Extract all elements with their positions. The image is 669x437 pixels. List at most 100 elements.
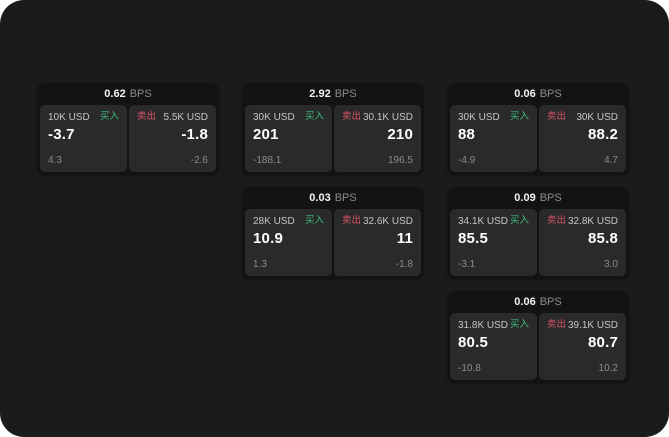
card-header: 0.62 BPS <box>37 83 219 105</box>
buy-panel-header: 28K USD 买入 <box>253 215 324 227</box>
sell-amount: 5.5K USD <box>163 112 208 123</box>
buy-amount: 31.8K USD <box>458 320 509 331</box>
card-body: 30K USD 买入 88 -4.9 卖出 30K USD 88.2 4.7 <box>447 105 629 175</box>
sell-side-label: 卖出 <box>342 215 362 227</box>
buy-amount: 28K USD <box>253 216 295 227</box>
quote-card: 0.62 BPS 10K USD 买入 -3.7 4.3 卖出 5.5K USD… <box>37 83 219 175</box>
sell-side-label: 卖出 <box>547 215 567 227</box>
sell-amount: 39.1K USD <box>567 320 618 331</box>
quote-cards-grid: 0.62 BPS 10K USD 买入 -3.7 4.3 卖出 5.5K USD… <box>37 83 629 383</box>
sell-price: -1.8 <box>181 126 208 143</box>
buy-quote-panel[interactable]: 30K USD 买入 88 -4.9 <box>450 105 537 172</box>
sell-price: 88.2 <box>588 126 618 143</box>
sell-side-label: 卖出 <box>137 111 157 123</box>
card-body: 30K USD 买入 201 -188.1 卖出 30.1K USD 210 1… <box>242 105 424 175</box>
sell-amount: 32.6K USD <box>362 216 413 227</box>
buy-amount: 34.1K USD <box>458 216 509 227</box>
buy-panel-header: 31.8K USD 买入 <box>458 319 529 331</box>
bps-value: 0.06 <box>514 87 536 100</box>
buy-side-label: 买入 <box>304 215 324 227</box>
bps-unit-label: BPS <box>539 87 562 100</box>
bps-value: 0.03 <box>309 191 331 204</box>
sell-side-label: 卖出 <box>547 319 567 331</box>
buy-amount: 30K USD <box>458 112 500 123</box>
quote-card: 0.06 BPS 30K USD 买入 88 -4.9 卖出 30K USD 8… <box>447 83 629 175</box>
buy-panel-header: 34.1K USD 买入 <box>458 215 529 227</box>
buy-delta: -4.9 <box>458 155 476 166</box>
buy-delta: 1.3 <box>253 259 267 270</box>
quote-card: 0.06 BPS 31.8K USD 买入 80.5 -10.8 卖出 39.1… <box>447 291 629 383</box>
sell-quote-panel[interactable]: 卖出 30.1K USD 210 196.5 <box>334 105 421 172</box>
buy-side-label: 买入 <box>304 111 324 123</box>
sell-panel-header: 卖出 32.8K USD <box>547 215 618 227</box>
sell-quote-panel[interactable]: 卖出 39.1K USD 80.7 10.2 <box>539 313 626 380</box>
bps-value: 0.62 <box>104 87 126 100</box>
buy-side-label: 买入 <box>99 111 119 123</box>
sell-panel-header: 卖出 30.1K USD <box>342 111 413 123</box>
sell-delta: -1.8 <box>395 259 413 270</box>
bps-value: 2.92 <box>309 87 331 100</box>
buy-delta: 4.3 <box>48 155 62 166</box>
sell-price: 80.7 <box>588 334 618 351</box>
sell-amount: 32.8K USD <box>567 216 618 227</box>
card-body: 10K USD 买入 -3.7 4.3 卖出 5.5K USD -1.8 -2.… <box>37 105 219 175</box>
sell-panel-header: 卖出 30K USD <box>547 111 618 123</box>
buy-panel-header: 30K USD 买入 <box>458 111 529 123</box>
buy-price: 10.9 <box>253 230 283 247</box>
buy-side-label: 买入 <box>509 319 529 331</box>
card-header: 0.09 BPS <box>447 187 629 209</box>
bps-unit-label: BPS <box>334 87 357 100</box>
quote-card: 2.92 BPS 30K USD 买入 201 -188.1 卖出 30.1K … <box>242 83 424 175</box>
bps-unit-label: BPS <box>539 191 562 204</box>
buy-quote-panel[interactable]: 28K USD 买入 10.9 1.3 <box>245 209 332 276</box>
buy-panel-header: 10K USD 买入 <box>48 111 119 123</box>
sell-quote-panel[interactable]: 卖出 30K USD 88.2 4.7 <box>539 105 626 172</box>
sell-delta: -2.6 <box>190 155 208 166</box>
card-body: 31.8K USD 买入 80.5 -10.8 卖出 39.1K USD 80.… <box>447 313 629 383</box>
sell-price: 85.8 <box>588 230 618 247</box>
sell-delta: 196.5 <box>387 155 413 166</box>
sell-side-label: 卖出 <box>342 111 362 123</box>
quote-card: 0.03 BPS 28K USD 买入 10.9 1.3 卖出 32.6K US… <box>242 187 424 279</box>
card-header: 0.06 BPS <box>447 83 629 105</box>
buy-quote-panel[interactable]: 31.8K USD 买入 80.5 -10.8 <box>450 313 537 380</box>
sell-amount: 30K USD <box>576 112 618 123</box>
buy-price: 85.5 <box>458 230 488 247</box>
sell-delta: 3.0 <box>604 259 618 270</box>
sell-amount: 30.1K USD <box>362 112 413 123</box>
buy-quote-panel[interactable]: 30K USD 买入 201 -188.1 <box>245 105 332 172</box>
buy-delta: -3.1 <box>458 259 476 270</box>
sell-quote-panel[interactable]: 卖出 32.6K USD 11 -1.8 <box>334 209 421 276</box>
sell-panel-header: 卖出 39.1K USD <box>547 319 618 331</box>
bps-unit-label: BPS <box>334 191 357 204</box>
quote-card: 0.09 BPS 34.1K USD 买入 85.5 -3.1 卖出 32.8K… <box>447 187 629 279</box>
buy-amount: 10K USD <box>48 112 90 123</box>
buy-delta: -10.8 <box>458 363 481 374</box>
buy-delta: -188.1 <box>253 155 282 166</box>
buy-price: 201 <box>253 126 279 143</box>
sell-panel-header: 卖出 32.6K USD <box>342 215 413 227</box>
buy-price: 80.5 <box>458 334 488 351</box>
card-body: 28K USD 买入 10.9 1.3 卖出 32.6K USD 11 -1.8 <box>242 209 424 279</box>
buy-panel-header: 30K USD 买入 <box>253 111 324 123</box>
sell-side-label: 卖出 <box>547 111 567 123</box>
buy-side-label: 买入 <box>509 111 529 123</box>
buy-quote-panel[interactable]: 34.1K USD 买入 85.5 -3.1 <box>450 209 537 276</box>
sell-quote-panel[interactable]: 卖出 32.8K USD 85.8 3.0 <box>539 209 626 276</box>
buy-quote-panel[interactable]: 10K USD 买入 -3.7 4.3 <box>40 105 127 172</box>
buy-side-label: 买入 <box>509 215 529 227</box>
card-header: 0.03 BPS <box>242 187 424 209</box>
card-body: 34.1K USD 买入 85.5 -3.1 卖出 32.8K USD 85.8… <box>447 209 629 279</box>
sell-price: 11 <box>396 230 413 247</box>
sell-delta: 10.2 <box>598 363 618 374</box>
sell-price: 210 <box>387 126 413 143</box>
card-header: 2.92 BPS <box>242 83 424 105</box>
bps-value: 0.09 <box>514 191 536 204</box>
buy-price: -3.7 <box>48 126 75 143</box>
buy-amount: 30K USD <box>253 112 295 123</box>
bps-unit-label: BPS <box>129 87 152 100</box>
sell-quote-panel[interactable]: 卖出 5.5K USD -1.8 -2.6 <box>129 105 216 172</box>
sell-panel-header: 卖出 5.5K USD <box>137 111 208 123</box>
bps-value: 0.06 <box>514 295 536 308</box>
